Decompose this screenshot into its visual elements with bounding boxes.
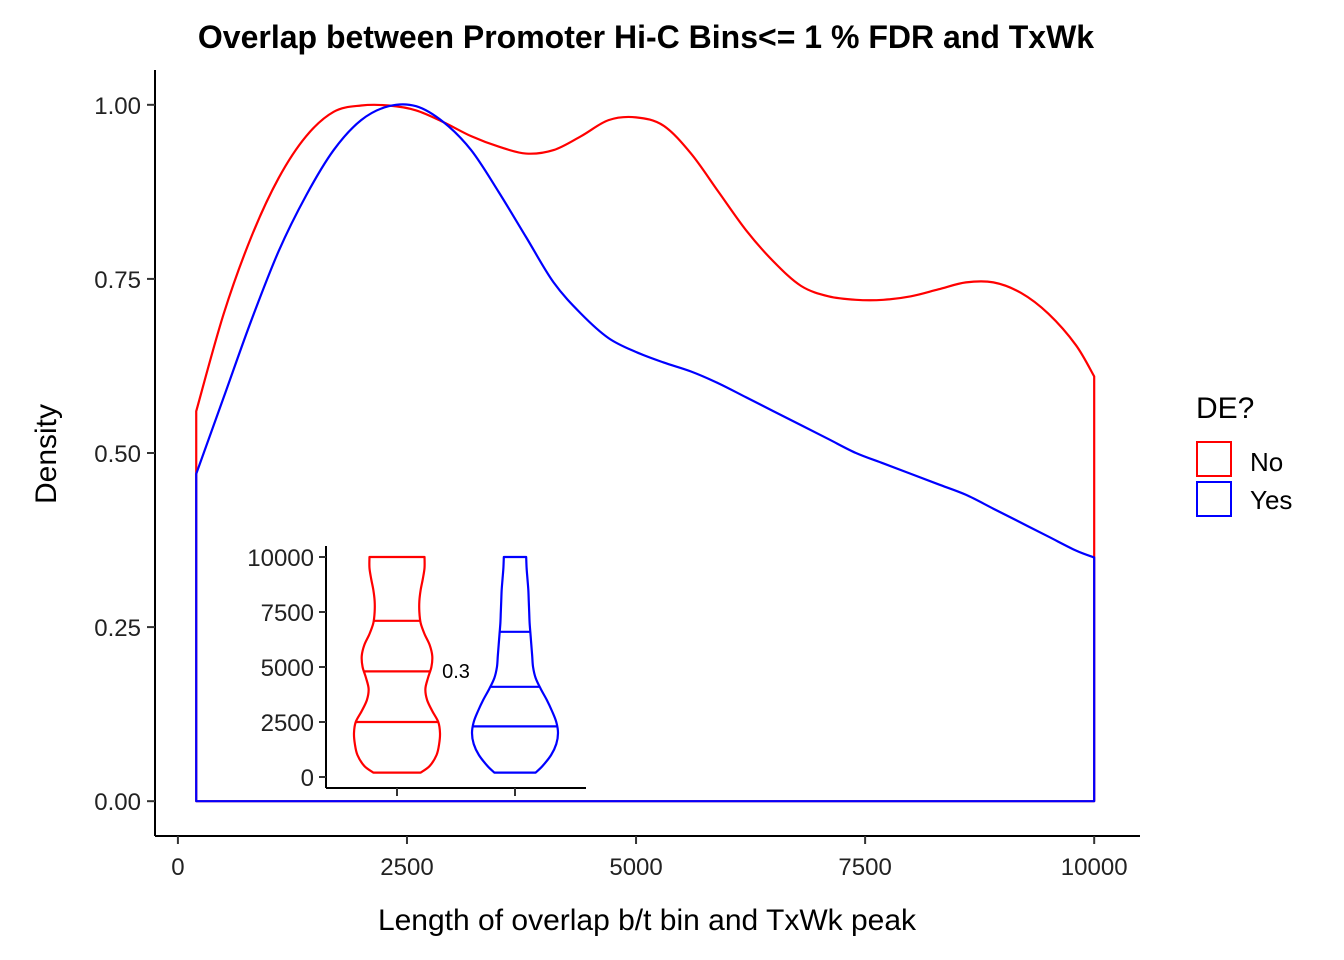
y-tick-label: 1.00 (94, 93, 141, 120)
inset-x-axis-ticks (396, 788, 516, 796)
y-axis-title: Density (30, 404, 63, 504)
x-tick-label: 2500 (380, 854, 433, 881)
inset-violin-plot: 0 2500 5000 7500 10000 0.3 (200, 530, 600, 800)
inset-pvalue-label: 0.3 (442, 661, 470, 683)
inset-y-tick-label: 10000 (247, 545, 314, 572)
density-series-no (195, 103, 1096, 803)
inset-y-tick-label: 7500 (261, 600, 314, 627)
y-tick-label: 0.75 (94, 267, 141, 294)
x-axis-ticks: 0 2500 5000 7500 10000 (171, 836, 1128, 881)
main-plot-area: 0 2500 5000 7500 10000 0.00 0.25 0.50 0.75 1.00 (94, 70, 1140, 881)
x-tick-label: 7500 (838, 854, 891, 881)
inset-y-axis-ticks: 0 2500 5000 7500 10000 (247, 545, 326, 792)
legend-title: DE? (1196, 392, 1254, 425)
series-layer (195, 103, 1096, 803)
violin-no (352, 555, 442, 774)
legend-key-yes (1196, 481, 1232, 517)
legend-label-yes: Yes (1250, 485, 1292, 515)
violin-layer (352, 555, 560, 774)
x-tick-label: 10000 (1061, 854, 1128, 881)
y-tick-label: 0.00 (94, 789, 141, 816)
legend-label-no: No (1250, 447, 1283, 477)
x-tick-label: 5000 (609, 854, 662, 881)
density-series-yes (195, 103, 1096, 803)
y-axis-ticks: 0.00 0.25 0.50 0.75 1.00 (94, 93, 155, 816)
inset-y-tick-label: 5000 (261, 655, 314, 682)
y-tick-label: 0.25 (94, 615, 141, 642)
chart-title: Overlap between Promoter Hi-C Bins<= 1 %… (198, 19, 1094, 55)
legend-key-no (1196, 441, 1232, 477)
legend: DE? No Yes (1196, 392, 1292, 517)
x-tick-label: 0 (171, 854, 184, 881)
violin-yes (470, 555, 560, 774)
inset-y-tick-label: 0 (301, 765, 314, 792)
y-tick-label: 0.50 (94, 441, 141, 468)
x-axis-title: Length of overlap b/t bin and TxWk peak (378, 904, 917, 937)
inset-y-tick-label: 2500 (261, 710, 314, 737)
